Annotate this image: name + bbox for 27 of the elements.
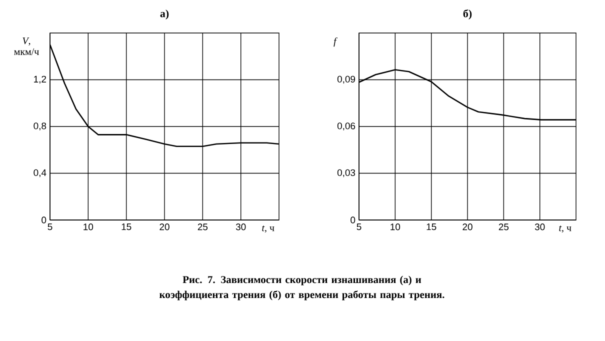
x-tick-label: 20 (160, 224, 170, 230)
x-tick-label: 10 (84, 224, 94, 230)
y-tick-label: 0,06 (337, 122, 356, 130)
text: Рис. 7. Зависимости скорости изнашивания (а) и коэффициента трения (б) от времени работы пары трения. (159, 276, 444, 300)
x-tick-label: 5 (48, 224, 52, 230)
y-tick-label: 0,4 (34, 169, 46, 178)
x-tick-label: 30 (236, 224, 246, 230)
x-tick-label: 20 (462, 224, 472, 230)
x-tick-label: 25 (498, 224, 509, 230)
x-axis-title: t, ч (262, 226, 274, 233)
x-tick-label: 30 (534, 224, 545, 230)
y-tick-label: 0,03 (337, 169, 356, 178)
x-tick-label: 15 (426, 224, 436, 230)
y-tick-label: 0 (350, 216, 356, 224)
chart-title: б) (463, 9, 472, 20)
x-tick-label: 15 (122, 224, 132, 230)
y-tick-label: 0 (42, 216, 46, 224)
x-tick-label: 25 (198, 224, 208, 230)
x-tick-label: 10 (390, 224, 400, 230)
y-axis-title: f (334, 38, 338, 47)
y-tick-label: 0,8 (34, 122, 46, 130)
chart-title: а) (160, 10, 169, 20)
y-tick-label: 0,09 (337, 76, 356, 84)
x-tick-label: 5 (356, 224, 362, 230)
x-axis-title: t, ч (559, 226, 572, 233)
y-tick-label: 1,2 (34, 76, 46, 84)
y-axis-title: V, мкм/ч (14, 38, 39, 56)
